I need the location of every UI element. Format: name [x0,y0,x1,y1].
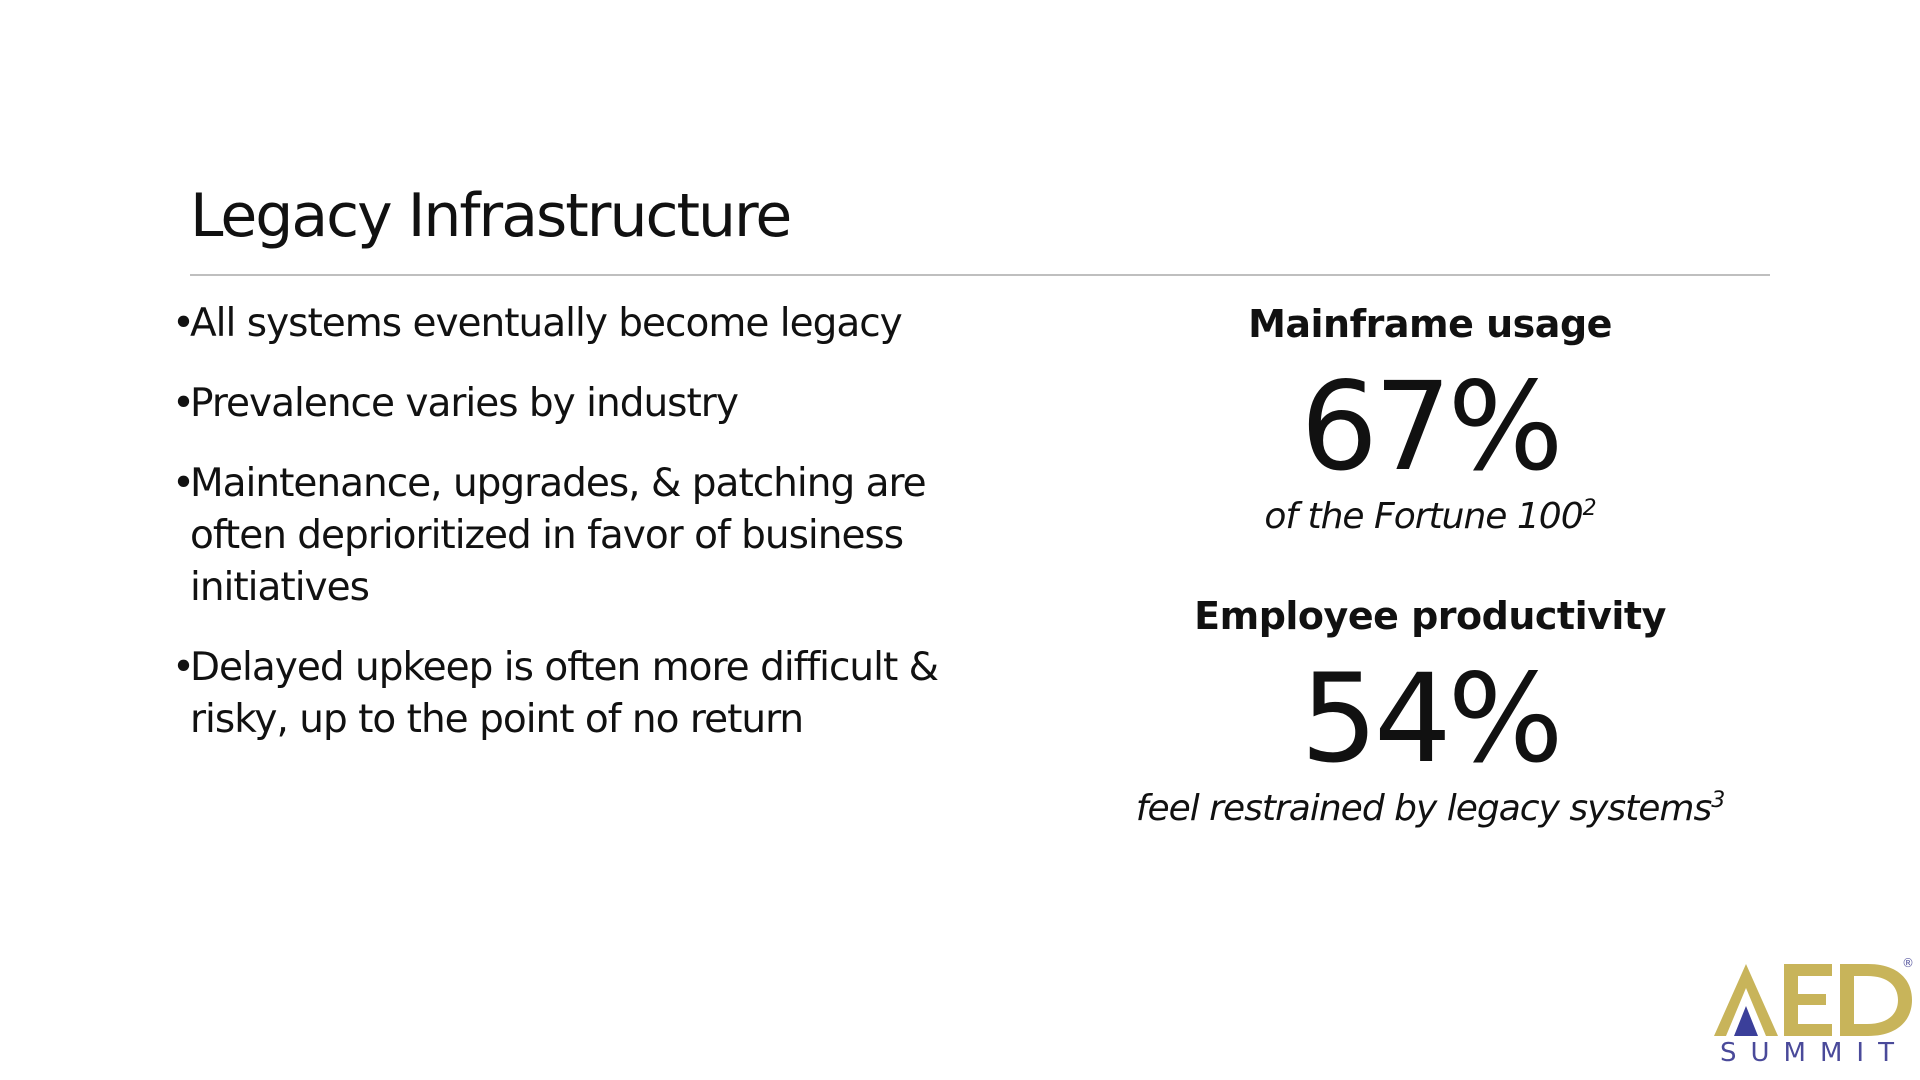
bullet-text: Delayed upkeep is often more difficult &… [190,645,939,742]
bullet-marker: • [172,301,195,346]
title-divider [190,274,1770,276]
bullet-marker: • [172,461,195,506]
footnote-marker: 3 [1711,788,1725,813]
bullet-item: • Prevalence varies by industry [172,378,972,430]
logo-wordmark: SUMMIT [1720,1038,1908,1068]
stat-mainframe-usage: Mainframe usage 67% of the Fortune 1002 [1080,296,1780,542]
registered-mark: ® [1902,956,1914,970]
bullet-marker: • [172,381,195,426]
stats-panel: Mainframe usage 67% of the Fortune 1002 … [1080,296,1780,834]
stat-value: 67% [1300,356,1563,498]
bullet-text: Prevalence varies by industry [190,381,739,426]
bullet-text: All systems eventually become legacy [190,301,903,346]
bullet-item: • Delayed upkeep is often more difficult… [172,642,972,746]
stat-heading: Mainframe usage [1248,302,1612,346]
bullet-marker: • [172,645,195,690]
bullet-item: • Maintenance, upgrades, & patching are … [172,458,972,614]
footnote-marker: 2 [1582,496,1597,521]
stat-caption: feel restrained by legacy systems3 [1080,784,1780,834]
bullet-item: • All systems eventually become legacy [172,298,972,350]
stat-caption: of the Fortune 1002 [1080,492,1780,542]
stat-caption-text: of the Fortune 100 [1264,496,1583,537]
aed-summit-logo: ® SUMMIT [1712,956,1916,1070]
stat-caption-text: feel restrained by legacy systems [1135,788,1712,829]
slide-title: Legacy Infrastructure [190,181,792,251]
stat-heading: Employee productivity [1194,594,1666,638]
bullet-text: Maintenance, upgrades, & patching are of… [190,461,927,610]
aed-logo-mark [1714,964,1912,1036]
stat-value: 54% [1300,648,1563,790]
stat-employee-productivity: Employee productivity 54% feel restraine… [1080,588,1780,834]
bullet-list: • All systems eventually become legacy •… [172,298,972,774]
